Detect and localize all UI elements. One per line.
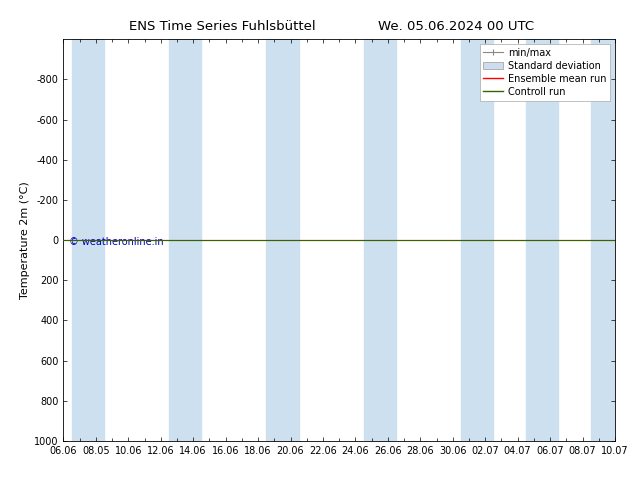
Legend: min/max, Standard deviation, Ensemble mean run, Controll run: min/max, Standard deviation, Ensemble me… — [479, 44, 610, 100]
Text: ENS Time Series Fuhlsbüttel: ENS Time Series Fuhlsbüttel — [129, 20, 315, 33]
Bar — [169, 39, 202, 441]
Y-axis label: Temperature 2m (°C): Temperature 2m (°C) — [20, 181, 30, 299]
Bar — [72, 39, 104, 441]
Bar — [591, 39, 615, 441]
Bar — [363, 39, 396, 441]
Bar — [461, 39, 493, 441]
Bar — [526, 39, 558, 441]
Text: We. 05.06.2024 00 UTC: We. 05.06.2024 00 UTC — [378, 20, 534, 33]
Text: © weatheronline.in: © weatheronline.in — [69, 237, 164, 247]
Bar — [266, 39, 299, 441]
